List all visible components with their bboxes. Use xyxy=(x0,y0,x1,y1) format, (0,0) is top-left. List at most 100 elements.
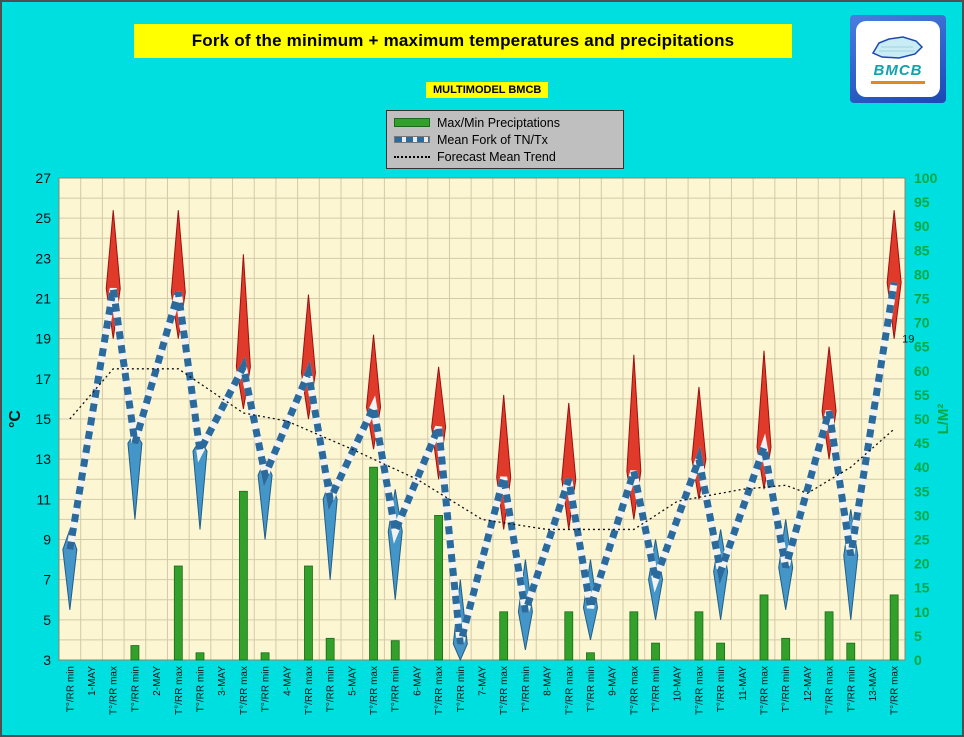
map-icon xyxy=(871,36,924,59)
svg-text:50: 50 xyxy=(914,411,930,427)
svg-text:40: 40 xyxy=(914,459,930,475)
svg-text:10: 10 xyxy=(914,604,930,620)
precip-bar xyxy=(824,611,834,661)
svg-text:11: 11 xyxy=(36,491,51,507)
bmcb-logo: BMCB xyxy=(850,15,946,103)
svg-text:T°/RR min: T°/RR min xyxy=(586,666,597,712)
precip-bar xyxy=(651,642,660,661)
svg-text:T°/RR min: T°/RR min xyxy=(261,666,272,712)
svg-text:1-MAY: 1-MAY xyxy=(87,666,98,696)
svg-text:70: 70 xyxy=(914,315,930,331)
svg-text:21: 21 xyxy=(35,291,51,307)
legend-item-precipitations: Max/Min Preciptations xyxy=(394,115,616,130)
svg-text:T°/RR max: T°/RR max xyxy=(564,666,575,715)
x-axis-labels: T°/RR min 1-MAY T°/RR max T°/RR min 2-MAY T°/… xyxy=(65,666,900,715)
svg-text:4-MAY: 4-MAY xyxy=(282,666,293,696)
legend-label-fork: Mean Fork of TN/Tx xyxy=(437,132,548,147)
svg-text:5-MAY: 5-MAY xyxy=(347,666,358,696)
precip-bar xyxy=(130,645,140,661)
svg-text:17: 17 xyxy=(35,371,51,387)
left-axis: 27 25 23 21 19 17 15 13 11 9 7 5 3 °C xyxy=(7,170,51,668)
svg-text:35: 35 xyxy=(914,483,930,499)
svg-text:T°/RR max: T°/RR max xyxy=(434,666,445,715)
legend: Max/Min Preciptations Mean Fork of TN/Tx… xyxy=(386,110,624,169)
dashed-line-swatch-icon xyxy=(394,136,430,143)
precip-bar xyxy=(434,515,444,661)
svg-text:T°/RR max: T°/RR max xyxy=(109,666,120,715)
svg-text:12-MAY: 12-MAY xyxy=(803,666,814,702)
value-annotation: 19 xyxy=(902,334,914,346)
logo-text: BMCB xyxy=(873,62,923,79)
svg-text:T°/RR min: T°/RR min xyxy=(65,666,76,712)
svg-text:45: 45 xyxy=(914,435,930,451)
svg-text:75: 75 xyxy=(914,291,930,307)
precip-bar xyxy=(716,642,726,661)
svg-text:100: 100 xyxy=(914,170,938,186)
precip-bar xyxy=(781,637,791,661)
svg-text:55: 55 xyxy=(914,387,930,403)
svg-text:8-MAY: 8-MAY xyxy=(543,666,554,696)
svg-text:15: 15 xyxy=(914,580,930,596)
precip-bar xyxy=(260,652,270,661)
svg-text:95: 95 xyxy=(914,194,930,210)
svg-text:19: 19 xyxy=(902,334,914,346)
precipitation-bars xyxy=(130,466,899,661)
chart-subtitle: MULTIMODEL BMCB xyxy=(426,82,549,98)
precip-bar xyxy=(238,490,248,661)
svg-text:T°/RR max: T°/RR max xyxy=(174,666,185,715)
svg-text:6-MAY: 6-MAY xyxy=(412,666,423,696)
precip-bar xyxy=(304,565,313,661)
svg-text:2-MAY: 2-MAY xyxy=(152,666,163,696)
svg-text:13: 13 xyxy=(35,451,51,467)
svg-text:T°/RR min: T°/RR min xyxy=(456,666,467,712)
svg-text:T°/RR min: T°/RR min xyxy=(326,666,337,712)
svg-text:30: 30 xyxy=(914,507,930,523)
svg-text:65: 65 xyxy=(914,339,930,355)
precip-bar xyxy=(586,652,595,661)
svg-text:T°/RR min: T°/RR min xyxy=(716,666,727,712)
svg-text:19: 19 xyxy=(35,331,51,347)
svg-text:7: 7 xyxy=(43,572,51,588)
dotted-line-swatch-icon xyxy=(394,155,430,158)
svg-text:9: 9 xyxy=(43,532,51,548)
svg-text:T°/RR max: T°/RR max xyxy=(629,666,640,715)
svg-text:7-MAY: 7-MAY xyxy=(478,666,489,696)
bar-swatch-icon xyxy=(394,118,430,127)
svg-text:60: 60 xyxy=(914,363,930,379)
svg-text:27: 27 xyxy=(35,170,51,186)
svg-text:3: 3 xyxy=(43,652,51,668)
precip-bar xyxy=(195,652,205,661)
svg-text:5: 5 xyxy=(43,612,51,628)
right-axis: 1009590858075706560555045403530252015105… xyxy=(914,170,952,668)
precip-bar xyxy=(846,642,856,661)
svg-text:T°/RR max: T°/RR max xyxy=(304,666,315,715)
svg-text:T°/RR max: T°/RR max xyxy=(369,666,380,715)
precip-bar xyxy=(889,594,899,661)
svg-text:T°/RR min: T°/RR min xyxy=(521,666,532,712)
precip-bar xyxy=(694,611,704,661)
svg-text:25: 25 xyxy=(35,210,51,226)
svg-text:23: 23 xyxy=(35,250,51,266)
svg-text:13-MAY: 13-MAY xyxy=(868,666,879,702)
bmcb-logo-inner: BMCB xyxy=(856,21,940,97)
precip-bar xyxy=(499,611,509,661)
svg-text:T°/RR max: T°/RR max xyxy=(239,666,250,715)
svg-text:T°/RR min: T°/RR min xyxy=(130,666,141,712)
svg-text:9-MAY: 9-MAY xyxy=(608,666,619,696)
svg-text:0: 0 xyxy=(914,652,922,668)
svg-text:25: 25 xyxy=(914,532,930,548)
precip-bar xyxy=(759,594,769,661)
precip-bar xyxy=(369,466,378,661)
svg-text:90: 90 xyxy=(914,218,930,234)
precip-bar xyxy=(173,565,183,661)
svg-text:15: 15 xyxy=(35,411,51,427)
svg-text:T°/RR max: T°/RR max xyxy=(825,666,836,715)
svg-text:20: 20 xyxy=(914,556,930,572)
svg-text:T°/RR min: T°/RR min xyxy=(651,666,662,712)
svg-text:80: 80 xyxy=(914,266,930,282)
svg-text:3-MAY: 3-MAY xyxy=(217,666,228,696)
logo-accent-strip xyxy=(871,81,925,84)
svg-text:T°/RR min: T°/RR min xyxy=(391,666,402,712)
svg-text:T°/RR min: T°/RR min xyxy=(846,666,857,712)
